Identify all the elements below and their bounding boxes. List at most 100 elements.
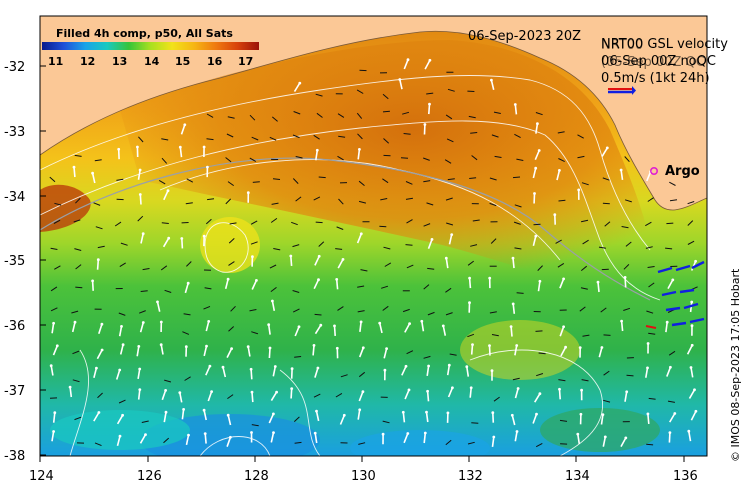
- velocity-arrow-strong: [268, 347, 271, 359]
- velocity-arrow: [251, 136, 259, 141]
- velocity-arrow: [623, 307, 631, 311]
- y-tick-label: -32: [4, 60, 25, 75]
- velocity-arrow: [269, 264, 277, 269]
- velocity-arrow-head: [246, 191, 250, 195]
- velocity-arrow: [141, 420, 149, 423]
- colorbar-ticks: 11 12 13 14 15 16 17: [48, 55, 253, 68]
- velocity-arrow: [356, 89, 364, 94]
- velocity-arrow-strong: [514, 345, 518, 356]
- velocity-arrow: [203, 305, 211, 310]
- velocity-arrow-head: [182, 408, 186, 411]
- velocity-arrow-strong: [511, 415, 516, 426]
- velocity-arrow: [54, 265, 61, 270]
- velocity-arrow-strong: [423, 432, 427, 444]
- velocity-arrow-strong: [162, 237, 170, 248]
- velocity-arrow: [535, 112, 543, 116]
- velocity-arrow-head: [425, 410, 428, 414]
- velocity-arrow: [292, 178, 299, 184]
- velocity-arrow: [357, 310, 365, 313]
- velocity-arrow: [516, 292, 524, 294]
- velocity-arrow-head: [469, 386, 473, 390]
- velocity-arrow-strong: [399, 79, 403, 90]
- velocity-arrow-head: [673, 412, 677, 415]
- velocity-arrow: [402, 111, 410, 115]
- velocity-arrow-head: [251, 255, 254, 259]
- x-tick-label: 130: [351, 469, 376, 484]
- velocity-arrow-head: [444, 256, 448, 260]
- velocity-arrow: [207, 198, 215, 201]
- velocity-arrow: [75, 197, 81, 204]
- velocity-arrow-head: [358, 148, 361, 151]
- velocity-arrow: [491, 334, 499, 337]
- velocity-arrow-head: [275, 390, 278, 394]
- velocity-arrow-head: [207, 320, 211, 323]
- velocity-arrow: [445, 114, 453, 120]
- velocity-arrow-head: [515, 344, 519, 347]
- velocity-arrow-strong: [469, 387, 472, 398]
- velocity-arrow: [358, 371, 366, 378]
- colorbar-tick: 11: [48, 55, 63, 68]
- fast-current-vectors: [657, 260, 705, 327]
- credit-label: © IMOS 08-Sep-2023 17:05 Hobart: [729, 268, 742, 462]
- velocity-arrow: [271, 116, 278, 122]
- velocity-arrow-head: [313, 431, 317, 435]
- velocity-arrow-head: [404, 364, 408, 368]
- velocity-arrow-strong: [383, 348, 388, 359]
- velocity-arrow: [380, 198, 388, 201]
- velocity-arrow-head: [423, 123, 427, 126]
- velocity-arrow-strong: [646, 171, 652, 182]
- velocity-arrow: [357, 133, 363, 140]
- velocity-arrow-strong: [620, 321, 624, 332]
- velocity-arrow-head: [534, 234, 538, 238]
- velocity-arrow: [512, 176, 521, 179]
- velocity-arrow: [403, 133, 411, 135]
- velocity-arrow: [535, 330, 543, 332]
- velocity-arrow: [382, 93, 389, 100]
- colorbar-tick: 15: [175, 55, 190, 68]
- velocity-arrow-head: [535, 412, 538, 416]
- velocity-arrow-strong: [118, 326, 123, 337]
- velocity-arrow-strong: [645, 367, 649, 378]
- velocity-arrow-head: [164, 410, 168, 414]
- velocity-arrow-strong: [624, 277, 627, 288]
- velocity-arrow: [356, 112, 363, 119]
- velocity-arrow: [163, 437, 170, 444]
- velocity-arrow-strong: [184, 282, 189, 294]
- velocity-arrow: [204, 287, 212, 290]
- velocity-arrow-strong: [424, 59, 431, 70]
- velocity-arrow: [646, 443, 654, 446]
- velocity-arrow: [648, 397, 656, 400]
- velocity-arrow: [336, 226, 344, 230]
- velocity-arrow: [294, 441, 302, 444]
- velocity-arrow-head: [226, 277, 230, 281]
- velocity-arrow: [50, 286, 58, 292]
- velocity-arrow-head: [646, 342, 650, 345]
- velocity-arrow-strong: [137, 389, 141, 400]
- velocity-arrow: [405, 181, 413, 185]
- velocity-arrow-head: [72, 165, 76, 169]
- velocity-arrow: [512, 377, 520, 381]
- velocity-arrow-head: [533, 192, 536, 195]
- velocity-arrow-strong: [115, 369, 121, 380]
- velocity-arrow: [161, 157, 168, 164]
- velocity-arrow-strong: [426, 365, 430, 377]
- velocity-arrow: [600, 307, 607, 313]
- x-tick-label: 136: [673, 469, 698, 484]
- velocity-arrow-strong: [251, 280, 258, 290]
- velocity-arrow-strong: [139, 322, 145, 333]
- y-tick-label: -35: [4, 254, 25, 269]
- velocity-arrow-head: [694, 409, 698, 413]
- velocity-arrow: [423, 157, 430, 161]
- velocity-arrow: [164, 379, 172, 383]
- velocity-arrow-head: [406, 58, 410, 62]
- velocity-arrow: [74, 248, 82, 251]
- velocity-arrow: [645, 246, 653, 249]
- velocity-arrow-strong: [314, 367, 319, 378]
- velocity-arrow-head: [298, 81, 302, 85]
- velocity-arrow: [446, 138, 454, 143]
- velocity-arrow-head: [406, 432, 410, 435]
- velocity-arrow-strong: [224, 278, 229, 289]
- velocity-arrow-head: [68, 385, 72, 389]
- velocity-arrow: [516, 158, 524, 161]
- velocity-arrow-head: [471, 343, 474, 346]
